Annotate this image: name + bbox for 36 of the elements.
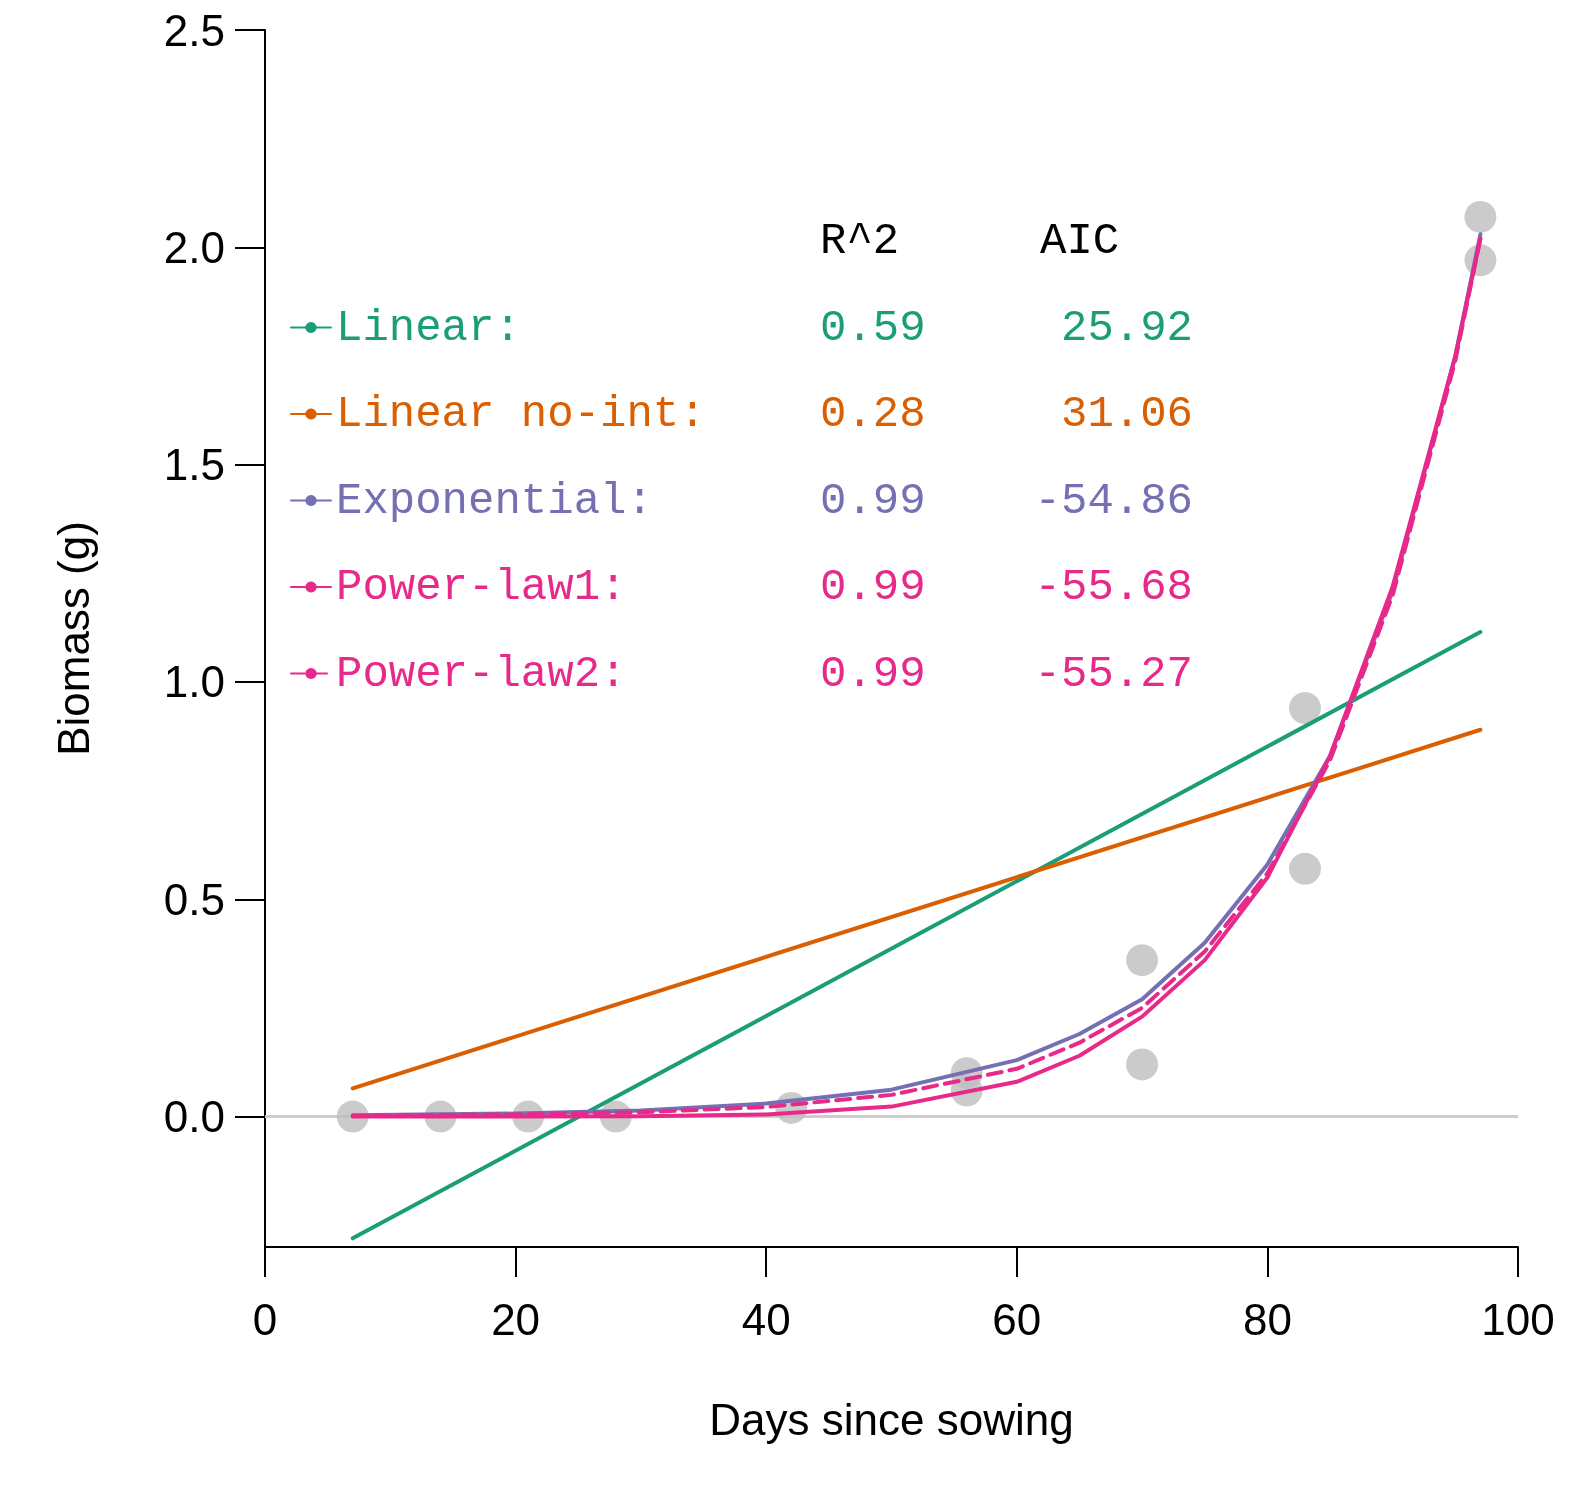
- x-tick-label: 60: [992, 1294, 1042, 1344]
- annotation: -55.27: [1034, 648, 1194, 699]
- x-tick-label: 100: [1481, 1294, 1555, 1344]
- y-tick-label: 0.5: [163, 874, 225, 924]
- annotation: AIC: [1040, 216, 1120, 266]
- annotation: 0.28: [820, 389, 926, 439]
- annotation: 0.99: [820, 648, 926, 699]
- point: [1126, 944, 1159, 977]
- point: [1126, 1048, 1159, 1081]
- point: [1289, 692, 1321, 725]
- annotation: -55.68: [1034, 562, 1194, 612]
- annotation: 31.06: [1060, 389, 1194, 439]
- y-tick-label: 1.0: [163, 657, 225, 707]
- annotation: 0.99: [820, 562, 926, 612]
- x-axis-title: Days since sowing: [709, 1394, 1074, 1444]
- x-tick-label: 40: [741, 1294, 791, 1344]
- legend-label: Exponential:: [336, 475, 653, 526]
- annotation: -54.86: [1034, 475, 1194, 526]
- y-tick-label: 2.0: [163, 222, 225, 272]
- y-axis-title: Biomass (g): [48, 521, 98, 756]
- annotation: 0.99: [820, 475, 926, 526]
- x-tick-label: 80: [1242, 1294, 1292, 1344]
- legend-label: Linear:: [336, 302, 521, 353]
- x-tick-label: 0: [252, 1294, 278, 1344]
- y-tick-label: 1.5: [163, 440, 225, 490]
- legend-label: Linear no-int:: [336, 389, 706, 439]
- annotation: 25.92: [1060, 302, 1194, 353]
- legend-label: Power-law1:: [336, 562, 627, 612]
- y-tick-label: 2.5: [163, 5, 225, 55]
- point: [1289, 852, 1321, 885]
- x-tick-label: 20: [491, 1294, 541, 1344]
- point: [1464, 200, 1497, 233]
- annotation: R^2: [820, 216, 900, 266]
- legend-label: Power-law2:: [336, 648, 627, 699]
- y-tick-label: 0.0: [163, 1092, 225, 1142]
- annotation: 0.59: [820, 302, 926, 353]
